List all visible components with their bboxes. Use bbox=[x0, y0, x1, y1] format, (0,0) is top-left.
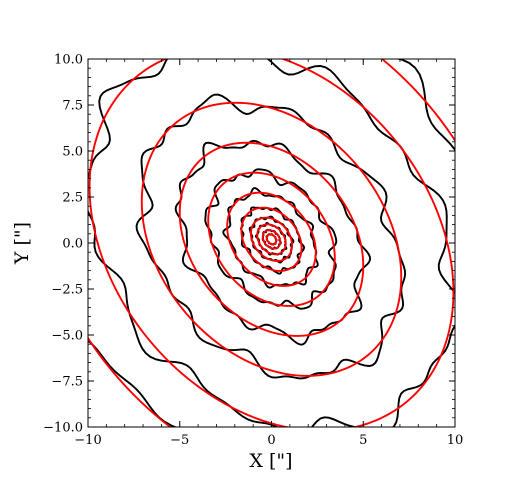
axis-ticks bbox=[87, 58, 456, 428]
isophote-contour-6 bbox=[204, 168, 338, 310]
ellipse-fit-7 bbox=[178, 141, 365, 337]
y-tick-labels: −10.0 −7.5 −5.0 −2.5 0.0 2.5 5.0 7.5 10.0 bbox=[43, 53, 83, 436]
ellipse-fit-1 bbox=[261, 229, 282, 250]
x-axis-label: X ["] bbox=[249, 450, 292, 472]
x-tick-label: 5 bbox=[359, 433, 367, 448]
y-tick-label: −10.0 bbox=[43, 421, 83, 436]
isophote-contour-5 bbox=[222, 187, 319, 289]
ellipse-fit-0 bbox=[265, 233, 278, 246]
y-tick-label: 7.5 bbox=[62, 99, 83, 114]
ellipse-fit-4 bbox=[240, 206, 303, 272]
ellipse-fit-10 bbox=[88, 59, 455, 427]
ellipse-fits bbox=[88, 59, 455, 427]
ellipse-fit-2 bbox=[256, 223, 287, 256]
x-tick-labels: −10 −5 0 5 10 bbox=[74, 433, 463, 448]
y-tick-label: 10.0 bbox=[54, 53, 83, 68]
x-tick-label: −10 bbox=[74, 433, 101, 448]
y-tick-label: 5.0 bbox=[62, 145, 83, 160]
y-tick-label: 0.0 bbox=[62, 237, 83, 252]
x-tick-label: 0 bbox=[267, 433, 275, 448]
ellipse-fit-9 bbox=[88, 59, 455, 427]
ellipse-fit-5 bbox=[226, 191, 317, 287]
ellipse-fit-6 bbox=[207, 171, 336, 307]
y-tick-label: −2.5 bbox=[51, 283, 83, 298]
isophote-contour-3 bbox=[248, 215, 295, 264]
y-tick-label: −7.5 bbox=[51, 375, 83, 390]
ellipse-fit-8 bbox=[140, 101, 403, 377]
ellipse-fit-3 bbox=[249, 216, 294, 262]
isophote-contour-8 bbox=[135, 93, 407, 380]
y-tick-label: −5.0 bbox=[51, 329, 83, 344]
y-tick-label: 2.5 bbox=[62, 191, 83, 206]
isophote-contour-7 bbox=[174, 139, 371, 346]
x-tick-label: 10 bbox=[447, 433, 464, 448]
y-axis-label: Y ["] bbox=[11, 222, 33, 265]
x-tick-label: −5 bbox=[170, 433, 189, 448]
